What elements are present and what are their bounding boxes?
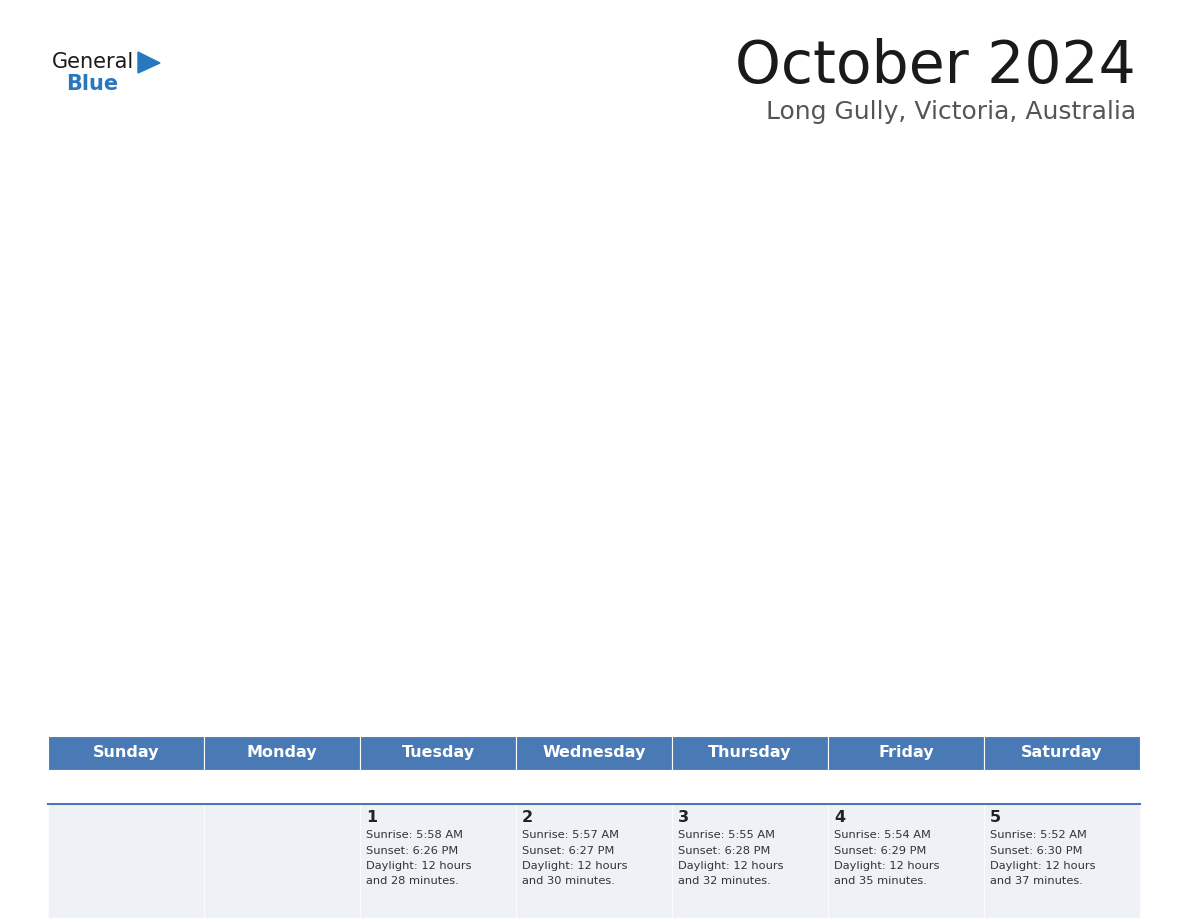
Text: Saturday: Saturday — [1022, 745, 1102, 760]
Text: Sunrise: 5:57 AM: Sunrise: 5:57 AM — [522, 830, 619, 840]
Text: 2: 2 — [522, 810, 533, 825]
Text: Daylight: 12 hours: Daylight: 12 hours — [522, 861, 627, 871]
Bar — [516, 736, 672, 770]
Text: October 2024: October 2024 — [735, 38, 1136, 95]
Text: Sunrise: 5:54 AM: Sunrise: 5:54 AM — [834, 830, 931, 840]
Text: Blue: Blue — [67, 74, 118, 94]
Text: Daylight: 12 hours: Daylight: 12 hours — [678, 861, 784, 871]
Text: Sunrise: 5:52 AM: Sunrise: 5:52 AM — [990, 830, 1087, 840]
Text: Friday: Friday — [878, 745, 934, 760]
Text: 5: 5 — [990, 810, 1001, 825]
Text: 3: 3 — [678, 810, 689, 825]
Bar — [48, 804, 204, 918]
Text: Sunday: Sunday — [93, 745, 159, 760]
Bar — [672, 736, 828, 770]
Bar — [984, 736, 1140, 770]
Bar — [828, 804, 984, 918]
Text: Long Gully, Victoria, Australia: Long Gully, Victoria, Australia — [766, 100, 1136, 124]
Text: General: General — [52, 52, 134, 72]
Bar — [828, 736, 984, 770]
Bar — [984, 804, 1140, 918]
Text: Sunset: 6:30 PM: Sunset: 6:30 PM — [990, 845, 1082, 856]
Bar — [204, 804, 360, 918]
Text: Sunset: 6:29 PM: Sunset: 6:29 PM — [834, 845, 927, 856]
Bar — [204, 736, 360, 770]
Text: Monday: Monday — [247, 745, 317, 760]
Text: Sunset: 6:26 PM: Sunset: 6:26 PM — [366, 845, 459, 856]
Text: Wednesday: Wednesday — [542, 745, 646, 760]
Text: Sunrise: 5:58 AM: Sunrise: 5:58 AM — [366, 830, 463, 840]
Text: Thursday: Thursday — [708, 745, 791, 760]
Bar — [672, 804, 828, 918]
Text: Sunrise: 5:55 AM: Sunrise: 5:55 AM — [678, 830, 775, 840]
Polygon shape — [138, 52, 160, 73]
Text: Daylight: 12 hours: Daylight: 12 hours — [990, 861, 1095, 871]
Text: and 28 minutes.: and 28 minutes. — [366, 877, 459, 887]
Bar — [516, 804, 672, 918]
Text: Daylight: 12 hours: Daylight: 12 hours — [366, 861, 472, 871]
Text: Daylight: 12 hours: Daylight: 12 hours — [834, 861, 940, 871]
Text: 4: 4 — [834, 810, 845, 825]
Text: Tuesday: Tuesday — [402, 745, 474, 760]
Text: and 37 minutes.: and 37 minutes. — [990, 877, 1083, 887]
Bar — [48, 736, 204, 770]
Text: and 35 minutes.: and 35 minutes. — [834, 877, 927, 887]
Bar — [360, 804, 516, 918]
Text: 1: 1 — [366, 810, 377, 825]
Text: Sunset: 6:28 PM: Sunset: 6:28 PM — [678, 845, 770, 856]
Text: Sunset: 6:27 PM: Sunset: 6:27 PM — [522, 845, 614, 856]
Text: and 30 minutes.: and 30 minutes. — [522, 877, 615, 887]
Text: and 32 minutes.: and 32 minutes. — [678, 877, 771, 887]
Bar — [360, 736, 516, 770]
